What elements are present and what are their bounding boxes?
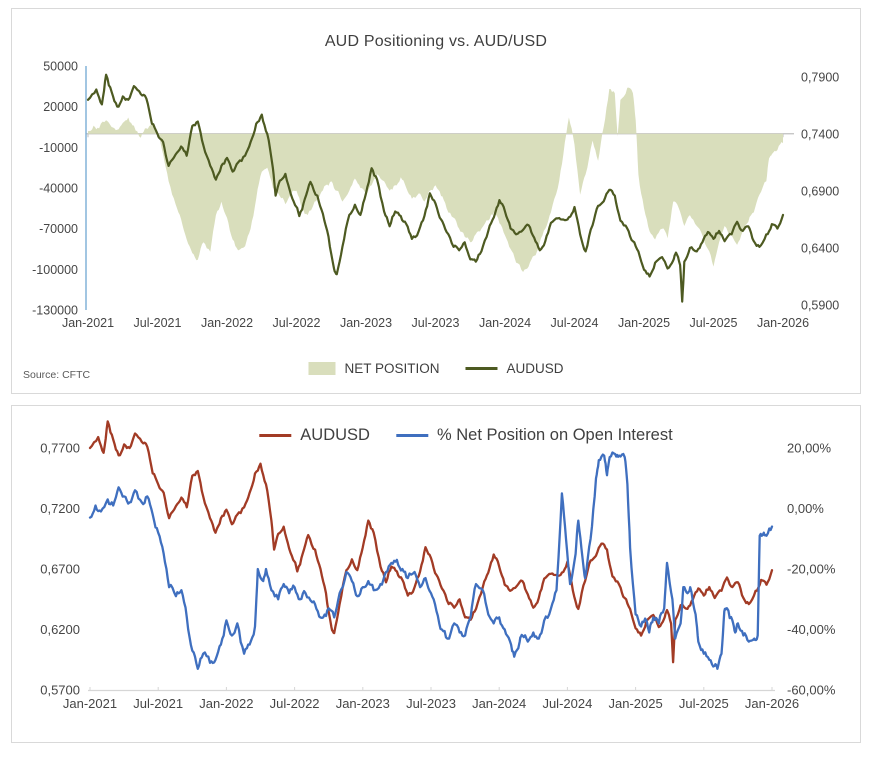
bottom-chart-legend: AUDUSD % Net Position on Open Interest [259, 426, 673, 445]
x-axis-label: Jan-2026 [757, 316, 809, 330]
right-axis-tick-label: 20,00% [787, 441, 832, 456]
right-axis-tick-label: 0,6900 [801, 185, 839, 199]
x-axis-label: Jan-2021 [63, 696, 117, 711]
left-axis-tick-label: 50000 [43, 60, 78, 74]
legend-label-audusd-red: AUDUSD [300, 426, 370, 444]
x-axis-label: Jul-2025 [679, 696, 729, 711]
source-note: Source: CFTC [23, 369, 91, 381]
left-axis-tick-label: -40000 [39, 182, 78, 196]
top-chart-title: AUD Positioning vs. AUD/USD [324, 33, 548, 50]
right-axis-tick-label: 0,00% [787, 501, 824, 516]
right-axis-tick-label: 0,7400 [801, 128, 839, 142]
left-axis-tick-label: -130000 [32, 304, 78, 318]
x-axis-label: Jan-2024 [472, 696, 526, 711]
pct-net-position-line-swatch-icon [395, 434, 428, 437]
right-axis-tick-label: 0,6400 [801, 242, 839, 256]
x-axis-label: Jul-2022 [273, 316, 321, 330]
pct-open-interest-chart: Jan-2021 Jul-2021 Jan-2022 Jul-2022 Jan-2023… [40, 420, 836, 711]
x-axis-label: Jul-2024 [542, 696, 592, 711]
left-axis-tick-label: 0,7200 [40, 501, 80, 516]
x-axis-label: Jan-2024 [479, 316, 531, 330]
x-axis-label: Jul-2023 [406, 696, 456, 711]
x-axis-label: Jul-2021 [134, 316, 182, 330]
x-axis-label: Jul-2021 [133, 696, 183, 711]
left-axis-tick-label: -10000 [39, 141, 78, 155]
right-axis-tick-label: -20,00% [787, 562, 836, 577]
legend-label-audusd: AUDUSD [506, 361, 564, 376]
x-axis-label: Jan-2023 [336, 696, 390, 711]
x-axis-label: Jan-2021 [62, 316, 114, 330]
audusd-red-line-swatch-icon [259, 434, 292, 437]
x-axis-label: Jul-2023 [412, 316, 460, 330]
legend-label-pct-net-position: % Net Position on Open Interest [436, 426, 673, 444]
legend-item-audusd-red: AUDUSD [259, 426, 370, 445]
right-axis-tick-label: 0,7900 [801, 71, 839, 85]
bottom-chart-card: Jan-2021 Jul-2021 Jan-2022 Jul-2022 Jan-2023… [11, 405, 861, 743]
right-axis-tick-label: 0,5900 [801, 299, 839, 313]
x-axis-label: Jan-2026 [745, 696, 799, 711]
left-axis-tick-label: -100000 [32, 263, 78, 277]
x-axis-label: Jan-2025 [608, 696, 662, 711]
right-axis-tick-label: -40,00% [787, 622, 836, 637]
top-chart-card: Jan-2021 Jul-2021 Jan-2022 Jul-2022 Jan-2023… [11, 8, 861, 394]
x-axis-label: Jul-2024 [551, 316, 599, 330]
left-axis-tick-label: 0,6700 [40, 562, 80, 577]
audusd-line [86, 73, 785, 303]
legend-item-pct-net-position: % Net Position on Open Interest [395, 426, 673, 445]
x-axis-label: Jul-2025 [690, 316, 738, 330]
net-position-swatch-icon [308, 362, 336, 375]
audusd-red-line [88, 420, 774, 664]
left-axis-tick-label: 0,5700 [40, 683, 80, 698]
legend-item-net-position: NET POSITION [308, 361, 440, 376]
legend-item-audusd: AUDUSD [465, 361, 564, 376]
legend-label-net-position: NET POSITION [344, 361, 440, 376]
net-position-area [88, 87, 783, 272]
audusd-line-swatch-icon [465, 367, 498, 370]
x-axis-label: Jan-2022 [199, 696, 253, 711]
x-axis-label: Jan-2022 [201, 316, 253, 330]
x-axis-label: Jul-2022 [270, 696, 320, 711]
top-chart-legend: NET POSITION AUDUSD [308, 361, 564, 376]
left-axis-tick-label: 0,7700 [40, 441, 80, 456]
left-axis-tick-label: -70000 [39, 222, 78, 236]
right-axis-tick-label: -60,00% [787, 683, 836, 698]
pct-net-position-line [88, 451, 774, 670]
positioning-chart: Jan-2021 Jul-2021 Jan-2022 Jul-2022 Jan-2023… [32, 60, 839, 331]
x-axis-label: Jan-2025 [618, 316, 670, 330]
x-axis-label: Jan-2023 [340, 316, 392, 330]
left-axis-tick-label: 0,6200 [40, 622, 80, 637]
left-axis-tick-label: 20000 [43, 100, 78, 114]
